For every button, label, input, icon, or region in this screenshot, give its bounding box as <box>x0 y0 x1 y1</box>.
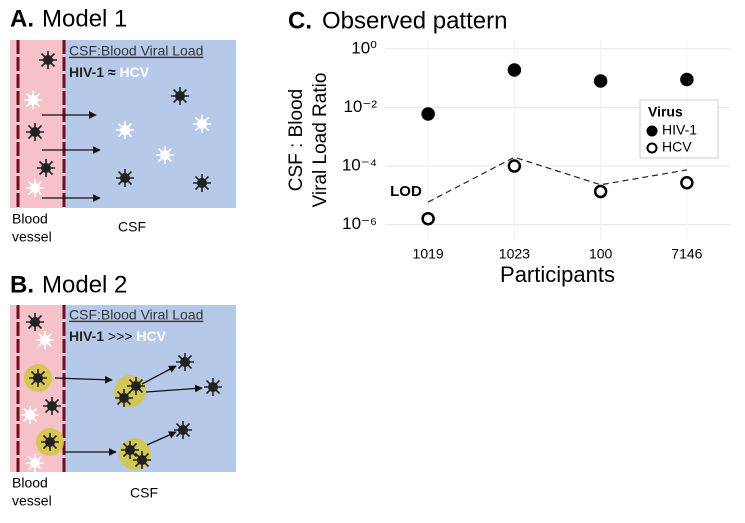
x-tick-label: 100 <box>589 246 613 262</box>
arrow <box>146 431 177 446</box>
lod-line <box>427 156 687 203</box>
legend-label: HIV-1 <box>662 122 697 138</box>
virus-name: HCV <box>119 64 149 80</box>
x-tick-label: 7146 <box>671 246 702 262</box>
csf-label: CSF <box>118 219 146 235</box>
y-tick-label: 10⁻⁶ <box>342 214 377 233</box>
hiv-icon <box>173 420 193 440</box>
hiv-icon <box>132 450 152 470</box>
hcv-icon <box>192 114 212 134</box>
y-axis-label: Viral Load Ratio <box>310 73 331 208</box>
point <box>593 74 608 88</box>
hcv-icon <box>35 330 55 350</box>
x-tick-label: 1019 <box>413 246 444 262</box>
panel-title: Model 1 <box>42 5 127 32</box>
operator: >>> <box>108 328 133 344</box>
point <box>421 211 435 226</box>
comparison: HIV-1 ≈ HCV <box>69 64 150 80</box>
point <box>507 159 522 173</box>
arrow <box>145 384 203 393</box>
y-axis-label: CSF : Blood <box>286 89 307 191</box>
point <box>680 72 694 87</box>
hiv-icon <box>28 368 48 388</box>
hcv-icon <box>155 145 175 165</box>
hiv-icon <box>192 173 212 193</box>
hcv-icon <box>25 178 45 198</box>
hiv-icon <box>203 377 223 397</box>
hiv-icon <box>25 122 45 142</box>
virus-name: HCV <box>136 328 166 344</box>
legend-title: Virus <box>648 104 683 120</box>
hiv-icon <box>115 168 135 188</box>
chart: 10⁰ 10⁻² 10⁻⁴ 10⁻⁶ 1019 1023 100 7146 Participan… <box>286 38 730 287</box>
legend-label: HCV <box>662 139 692 155</box>
csf-label: CSF <box>130 485 158 501</box>
point <box>507 63 522 77</box>
point <box>421 107 435 121</box>
heading: CSF:Blood Viral Load <box>69 307 203 323</box>
hiv-icon <box>36 158 56 178</box>
y-tick-label: 10⁻⁴ <box>342 156 377 175</box>
hiv-icon <box>40 432 60 452</box>
virus-name: HIV-1 <box>69 328 104 344</box>
arrow <box>54 375 113 384</box>
x-axis-label: Participants <box>500 262 615 287</box>
vessel-label: vessel <box>12 493 52 509</box>
panel-letter: B. <box>10 271 34 298</box>
arrows <box>54 365 203 456</box>
hcv-icon <box>20 405 40 425</box>
y-tick-label: 10⁰ <box>351 38 377 57</box>
point <box>680 175 694 190</box>
hiv-icon <box>42 396 62 416</box>
arrows <box>42 111 101 202</box>
legend-marker <box>646 142 658 154</box>
hiv-icon <box>175 352 195 372</box>
vessel-label: Blood <box>12 211 48 227</box>
hiv-icon <box>114 388 134 408</box>
vessel-label: Blood <box>12 475 48 491</box>
hcv-icon <box>115 120 135 140</box>
virus-name: HIV-1 <box>69 64 104 80</box>
hiv-icon <box>170 86 190 106</box>
legend-marker <box>646 125 658 137</box>
operator: ≈ <box>108 64 116 80</box>
csf-region <box>65 305 236 472</box>
hiv-icon <box>25 312 45 332</box>
chart-title: Observed pattern <box>322 7 507 34</box>
hiv-icon <box>120 440 140 460</box>
y-tick-label: 10⁻² <box>343 97 377 116</box>
panel-title: Model 2 <box>42 271 127 298</box>
hcv-icon <box>25 453 45 473</box>
panel-letter: A. <box>10 5 34 32</box>
hcv-icon <box>23 90 43 110</box>
comparison: HIV-1 >>> HCV <box>69 328 167 344</box>
x-tick-label: 1023 <box>499 246 530 262</box>
heading: CSF:Blood Viral Load <box>69 43 203 59</box>
hiv-icon <box>38 50 58 70</box>
lod-label: LOD <box>390 183 422 200</box>
vessel-label: vessel <box>12 229 52 245</box>
panel-letter: C. <box>288 7 312 34</box>
arrow <box>141 365 177 385</box>
point <box>593 184 608 199</box>
